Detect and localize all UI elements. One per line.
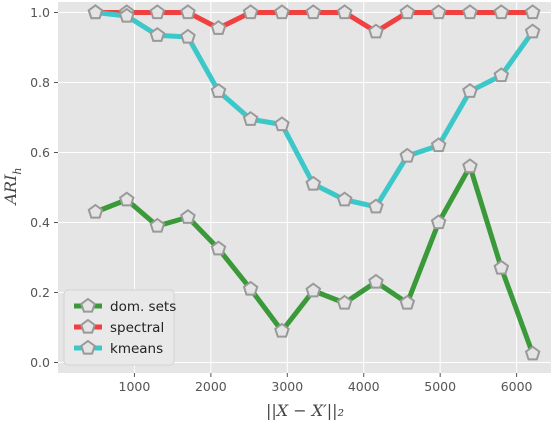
x-tick-label: 3000 bbox=[271, 379, 303, 394]
data-point bbox=[180, 209, 196, 224]
data-point bbox=[210, 240, 227, 256]
series-layer bbox=[87, 4, 541, 361]
data-point bbox=[399, 147, 416, 163]
data-point bbox=[180, 28, 196, 44]
data-point bbox=[368, 23, 384, 39]
data-point bbox=[462, 83, 478, 98]
x-tick-label: 5000 bbox=[424, 379, 456, 394]
legend: dom. sets spectral kmeans bbox=[63, 289, 176, 366]
legend-label: kmeans bbox=[110, 341, 163, 357]
data-point bbox=[305, 282, 322, 298]
data-point bbox=[242, 111, 259, 126]
x-axis: 1000 2000 3000 4000 5000 6000 bbox=[119, 373, 533, 394]
data-point bbox=[368, 198, 384, 214]
data-point bbox=[118, 191, 135, 207]
x-axis-label: ||X − X′||₂ bbox=[266, 401, 344, 420]
data-point bbox=[493, 259, 510, 275]
legend-label: spectral bbox=[110, 320, 164, 336]
x-tick-label: 4000 bbox=[348, 379, 380, 394]
y-tick-label: 0.2 bbox=[30, 285, 50, 300]
data-point bbox=[305, 175, 322, 191]
data-point bbox=[399, 4, 416, 20]
legend-item: kmeans bbox=[74, 339, 163, 357]
data-point bbox=[336, 294, 353, 310]
data-point bbox=[399, 294, 416, 310]
data-point bbox=[493, 4, 510, 20]
x-tick-label: 6000 bbox=[501, 379, 533, 394]
data-point bbox=[430, 214, 447, 230]
data-point bbox=[274, 4, 290, 20]
data-point bbox=[149, 27, 166, 42]
data-point bbox=[149, 4, 166, 20]
data-point bbox=[242, 280, 259, 296]
data-point bbox=[462, 4, 478, 20]
data-point bbox=[336, 191, 353, 207]
y-axis: 0.0 0.2 0.4 0.6 0.8 1.0 bbox=[30, 5, 58, 370]
data-point bbox=[210, 20, 227, 35]
data-point bbox=[493, 67, 510, 83]
data-point bbox=[210, 83, 227, 98]
series-dom-sets bbox=[87, 158, 541, 361]
x-tick-label: 1000 bbox=[119, 379, 151, 394]
legend-label: dom. sets bbox=[110, 299, 176, 315]
data-point bbox=[274, 322, 290, 338]
legend-marker bbox=[80, 297, 96, 313]
data-point bbox=[524, 23, 541, 39]
data-point bbox=[149, 217, 166, 233]
data-point bbox=[524, 4, 541, 20]
data-point bbox=[180, 4, 196, 20]
data-point bbox=[87, 4, 104, 20]
legend-marker bbox=[80, 339, 96, 355]
data-point bbox=[430, 137, 447, 153]
data-point bbox=[430, 4, 447, 20]
y-tick-label: 1.0 bbox=[30, 5, 50, 20]
x-tick-label: 2000 bbox=[195, 379, 227, 394]
data-point bbox=[118, 7, 135, 23]
data-point bbox=[336, 4, 353, 20]
y-tick-label: 0.6 bbox=[30, 145, 50, 160]
data-point bbox=[87, 203, 104, 219]
data-point bbox=[305, 4, 322, 20]
y-axis-label: ARIh bbox=[1, 167, 24, 206]
y-tick-label: 0.8 bbox=[30, 75, 50, 90]
series-kmeans bbox=[87, 4, 541, 214]
data-point bbox=[524, 345, 541, 361]
legend-marker bbox=[80, 318, 96, 334]
data-point bbox=[462, 158, 478, 174]
legend-item: spectral bbox=[74, 318, 164, 336]
y-tick-label: 0.4 bbox=[30, 215, 50, 230]
legend-item: dom. sets bbox=[74, 297, 176, 315]
data-point bbox=[274, 116, 290, 132]
data-point bbox=[368, 273, 384, 289]
y-tick-label: 0.0 bbox=[30, 355, 50, 370]
data-point bbox=[242, 4, 259, 20]
